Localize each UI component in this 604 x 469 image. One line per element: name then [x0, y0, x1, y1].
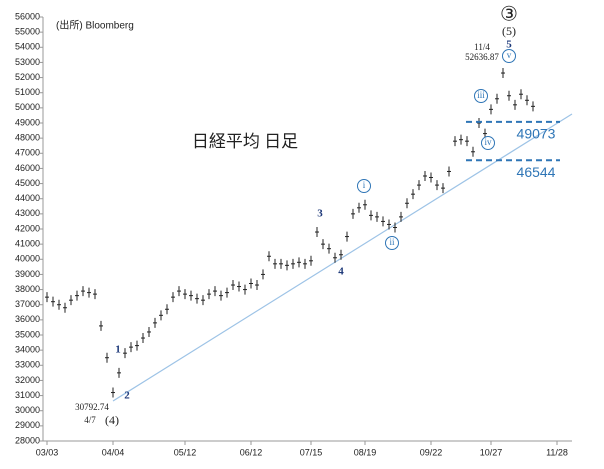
- x-tick-label: 09/22: [420, 447, 443, 457]
- wave-circle: [502, 49, 516, 63]
- annotation: i: [363, 180, 366, 190]
- y-tick-label: 39000: [15, 269, 40, 279]
- source: (出所) Bloomberg: [56, 19, 134, 32]
- annotation: (5): [502, 24, 516, 38]
- x-tick-label: 10/27: [480, 447, 503, 457]
- y-tick-label: 34000: [15, 345, 40, 355]
- y-tick-label: 51000: [15, 87, 40, 97]
- y-tick-label: 49000: [15, 117, 40, 127]
- y-tick-label: 32000: [15, 375, 40, 385]
- y-tick-label: 31000: [15, 390, 40, 400]
- y-tick-label: 37000: [15, 299, 40, 309]
- y-tick-label: 55000: [15, 27, 40, 37]
- annotation: iv: [484, 137, 492, 147]
- x-tick-label: 06/12: [240, 447, 263, 457]
- annotation: (4): [105, 413, 119, 427]
- chart-title: 日経平均 日足: [192, 132, 298, 151]
- annotation: 52636.87: [465, 52, 499, 62]
- y-tick-label: 33000: [15, 360, 40, 370]
- y-tick-label: 42000: [15, 223, 40, 233]
- y-tick-label: 41000: [15, 239, 40, 249]
- annotation: ii: [389, 237, 395, 247]
- y-tick-label: 53000: [15, 57, 40, 67]
- y-tick-label: 47000: [15, 148, 40, 158]
- y-tick-label: 56000: [15, 11, 40, 21]
- y-tick-label: 36000: [15, 314, 40, 324]
- annotation: 1: [115, 344, 121, 356]
- x-tick-label: 11/28: [546, 447, 568, 457]
- annotation: 5: [506, 39, 512, 51]
- x-tick-label: 04/04: [102, 447, 125, 457]
- y-tick-label: 54000: [15, 42, 40, 52]
- wave-circle: [474, 89, 488, 103]
- annotation: ③: [500, 4, 518, 26]
- x-tick-label: 08/19: [354, 447, 377, 457]
- annotation: 30792.74: [75, 402, 109, 412]
- y-tick-label: 46000: [15, 163, 40, 173]
- x-tick-label: 03/03: [36, 447, 59, 457]
- y-tick-label: 28000: [15, 435, 40, 445]
- y-tick-label: 38000: [15, 284, 40, 294]
- annotation: 3: [317, 208, 323, 220]
- annotation: iii: [477, 90, 485, 100]
- y-tick-label: 50000: [15, 102, 40, 112]
- annotation: 2: [124, 390, 130, 402]
- y-tick-label: 29000: [15, 420, 40, 430]
- wave-circle: [385, 236, 399, 250]
- y-tick-label: 43000: [15, 208, 40, 218]
- annotation: 4: [338, 266, 344, 278]
- x-tick-label: 05/12: [174, 447, 197, 457]
- level-label: 49073: [517, 126, 556, 142]
- annotation: 11/4: [474, 42, 490, 52]
- wave-circle: [481, 136, 495, 150]
- x-tick-label: 07/15: [300, 447, 323, 457]
- wave-circle: [357, 179, 371, 193]
- y-tick-label: 30000: [15, 405, 40, 415]
- y-tick-label: 35000: [15, 329, 40, 339]
- y-tick-label: 40000: [15, 254, 40, 264]
- annotation: v: [507, 50, 512, 60]
- y-tick-label: 48000: [15, 133, 40, 143]
- y-tick-label: 45000: [15, 178, 40, 188]
- trend-line: [112, 113, 573, 402]
- level-label: 46544: [517, 164, 556, 180]
- annotation: 4/7: [84, 415, 96, 425]
- y-tick-label: 44000: [15, 193, 40, 203]
- y-tick-label: 52000: [15, 72, 40, 82]
